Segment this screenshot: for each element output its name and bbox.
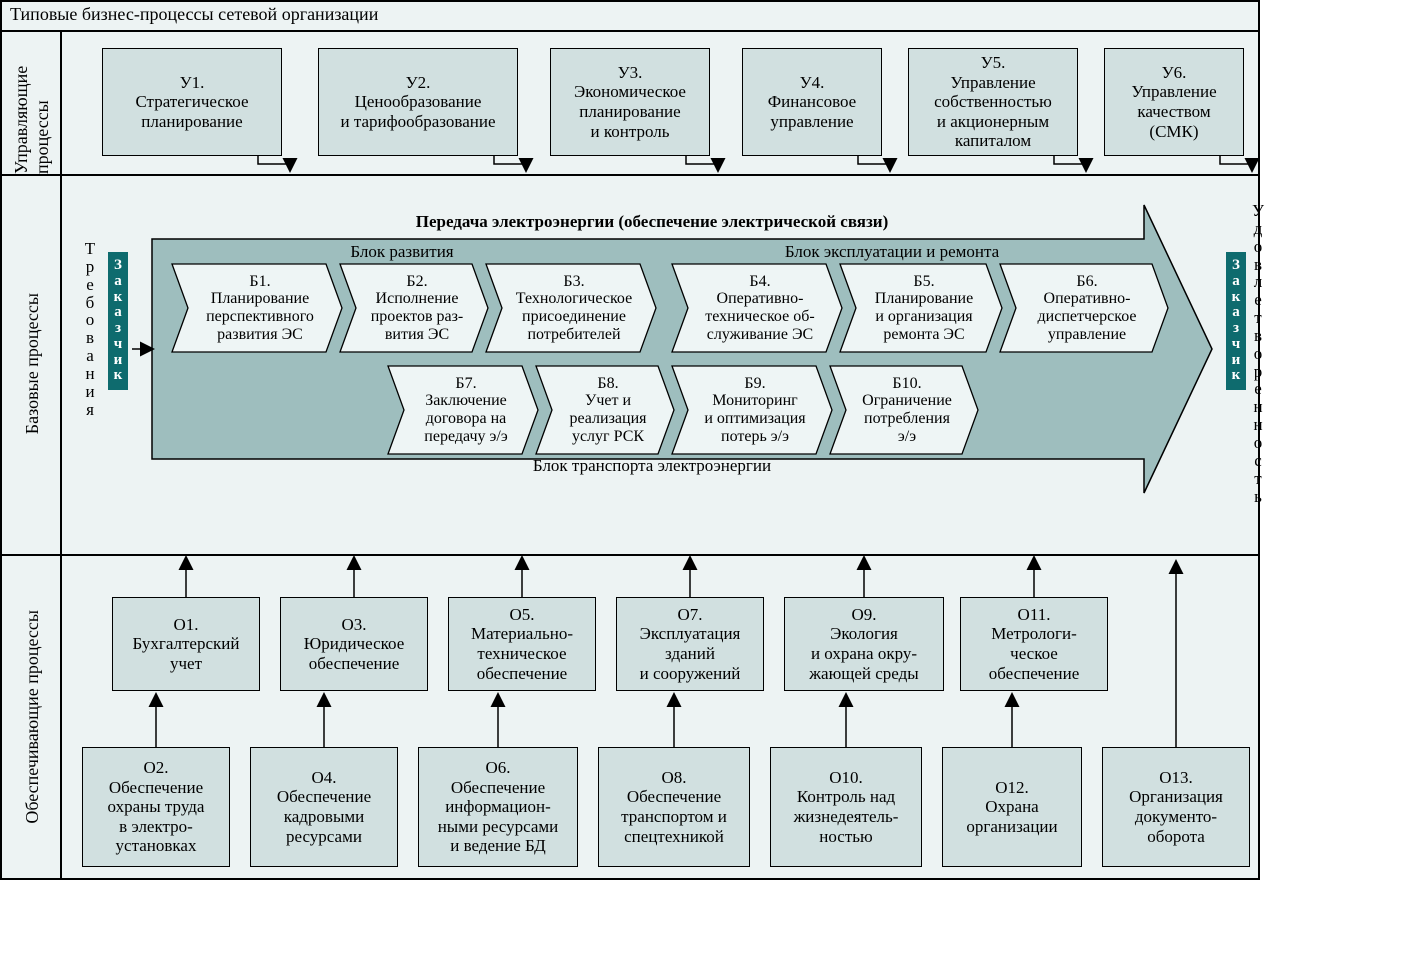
- block-dev-label: Блок развития: [302, 242, 502, 262]
- supporting-box-О5: О5.Материально-техническоеобеспечение: [448, 597, 596, 691]
- chevron-Б5-label: Б5.Планированиеи организацияремонта ЭС: [852, 268, 996, 348]
- chevron-Б4-label: Б4.Оперативно-техническое об-служивание …: [684, 268, 836, 348]
- rowlabel-managing: Управляющие процессы: [2, 30, 62, 174]
- chevron-Б7-label: Б7.Заключениедоговора напередачу э/э: [400, 370, 532, 450]
- diagram-title: Типовые бизнес-процессы сетевой организа…: [10, 4, 378, 25]
- supporting-box-О4: О4.Обеспечениекадровымиресурсами: [250, 747, 398, 867]
- supporting-box-О2: О2.Обеспечениеохраны трудав электро-уста…: [82, 747, 230, 867]
- managing-arrows: [258, 156, 1252, 170]
- supporting-box-О10: О10.Контроль наджизнедеятель-ностью: [770, 747, 922, 867]
- managing-box-У3: У3.Экономическоепланированиеи контроль: [550, 48, 710, 156]
- managing-box-У6: У6.Управлениекачеством(СМК): [1104, 48, 1244, 156]
- chevron-Б9-label: Б9.Мониторинги оптимизацияпотерь э/э: [684, 370, 826, 450]
- requirements-label: Требования: [82, 240, 98, 418]
- supporting-box-О7: О7.Эксплуатациязданийи сооружений: [616, 597, 764, 691]
- rowlabel-base: Базовые процессы: [2, 174, 62, 554]
- supporting-box-О11: О11.Метрологи-ческоеобеспечение: [960, 597, 1108, 691]
- supporting-box-О9: О9.Экологияи охрана окру-жающей среды: [784, 597, 944, 691]
- block-ops-label: Блок эксплуатации и ремонта: [732, 242, 1052, 262]
- chevron-Б6-label: Б6.Оперативно-диспетчерскоеуправление: [1012, 268, 1162, 348]
- managing-box-У1: У1.Стратегическоепланирование: [102, 48, 282, 156]
- managing-box-У2: У2.Ценообразованиеи тарифообразование: [318, 48, 518, 156]
- center-title: Передача электроэнергии (обеспечение эле…: [152, 212, 1152, 232]
- supporting-box-О13: О13.Организациядокументо-оборота: [1102, 747, 1250, 867]
- chevron-Б2-label: Б2.Исполнениепроектов раз-вития ЭС: [352, 268, 482, 348]
- divider: [2, 554, 1258, 556]
- chevron-Б8-label: Б8.Учет иреализацияуслуг РСК: [548, 370, 668, 450]
- block-transport-label: Блок транспорта электроэнергии: [452, 456, 852, 476]
- chevron-Б3-label: Б3.Технологическоеприсоединениепотребите…: [498, 268, 650, 348]
- diagram-root: Типовые бизнес-процессы сетевой организа…: [0, 0, 1260, 880]
- supporting-arrows-up: [186, 558, 1034, 597]
- managing-box-У5: У5.Управлениесобственностьюи акционерным…: [908, 48, 1078, 156]
- rowlabel-supporting: Обеспечивающие процессы: [2, 554, 62, 880]
- supporting-box-О3: О3.Юридическоеобеспечение: [280, 597, 428, 691]
- divider: [2, 30, 1258, 32]
- chevron-Б10-label: Б10.Ограничениепотребленияэ/э: [842, 370, 972, 450]
- chevron-Б1-label: Б1.Планированиеперспективногоразвития ЭС: [184, 268, 336, 348]
- zakazchik-right: Заказчик: [1226, 252, 1246, 390]
- divider: [2, 174, 1258, 176]
- supporting-box-О8: О8.Обеспечениетранспортом испецтехникой: [598, 747, 750, 867]
- supporting-box-О6: О6.Обеспечениеинформацион-ными ресурсами…: [418, 747, 578, 867]
- supporting-box-О12: О12.Охранаорганизации: [942, 747, 1082, 867]
- satisfaction-label: Удовлетворенность: [1250, 202, 1266, 505]
- zakazchik-left: Заказчик: [108, 252, 128, 390]
- supporting-box-О1: О1.Бухгалтерскийучет: [112, 597, 260, 691]
- managing-box-У4: У4.Финансовоеуправление: [742, 48, 882, 156]
